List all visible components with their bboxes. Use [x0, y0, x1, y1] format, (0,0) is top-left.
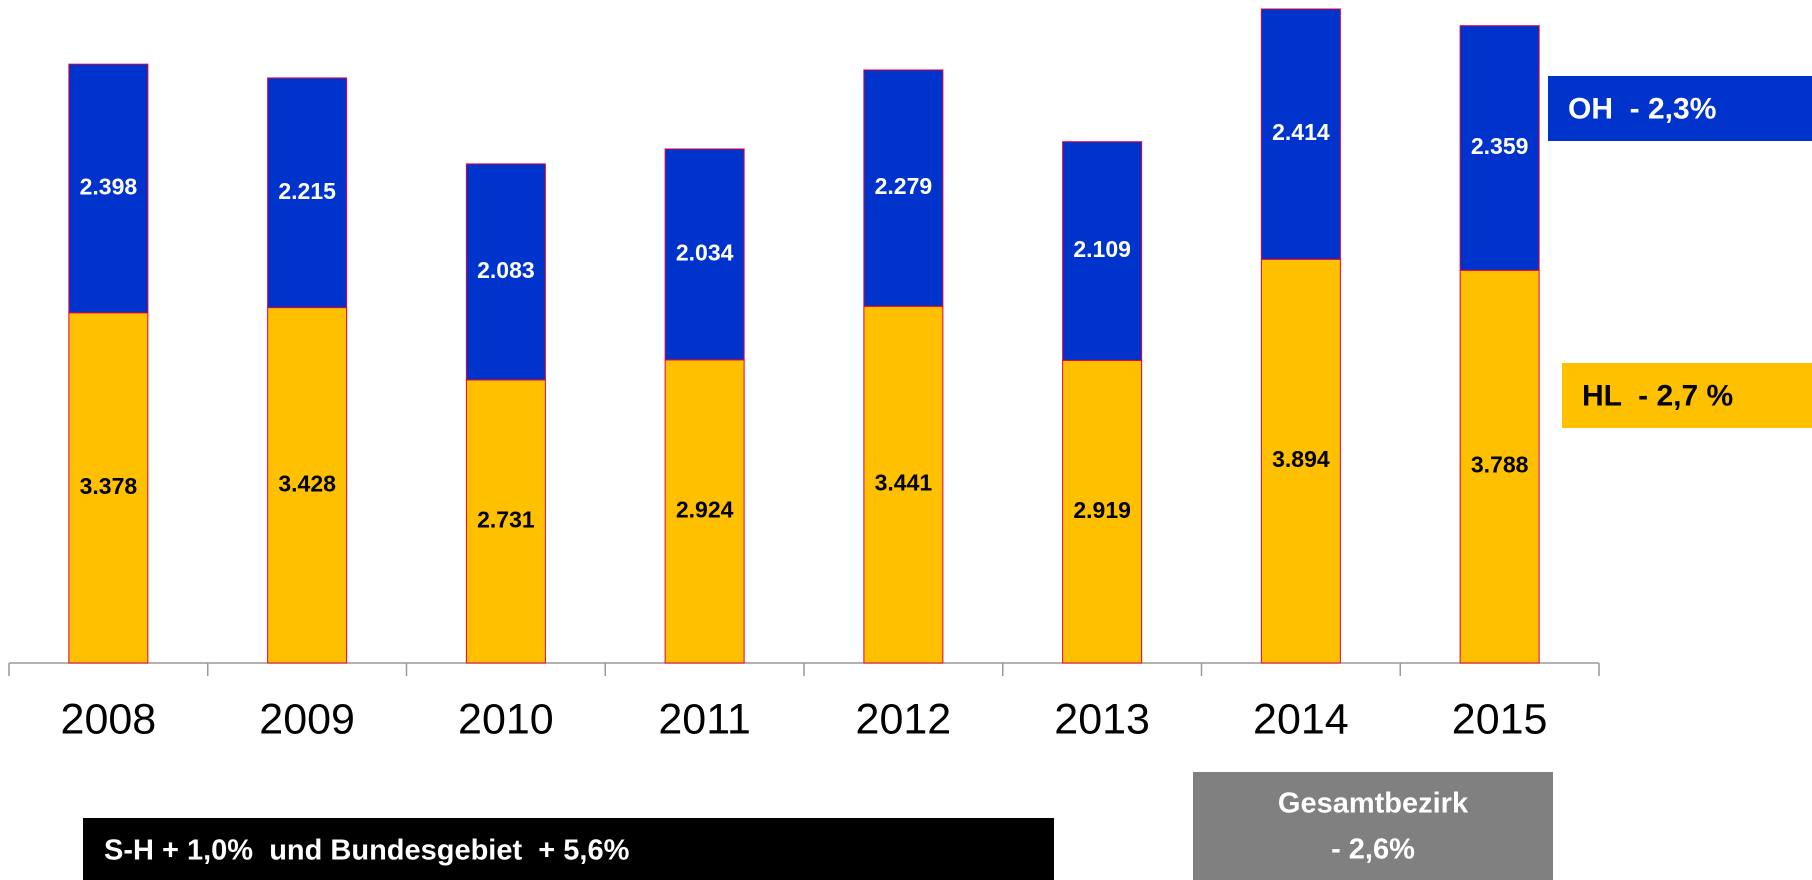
data-label: 3.441 [875, 470, 933, 496]
legend-swatch [1548, 76, 1812, 141]
bar-segment [267, 77, 348, 309]
data-label: 3.788 [1471, 452, 1529, 478]
x-tick-label: 2011 [658, 695, 750, 743]
bar-segment [1459, 25, 1540, 271]
bar-segment [68, 312, 149, 664]
bar-segment [68, 63, 149, 314]
bar-segment [465, 163, 546, 381]
bar-segment [465, 379, 546, 664]
x-tick-label: 2015 [1452, 695, 1548, 743]
bar-segment [1062, 141, 1143, 361]
x-tick-label: 2009 [259, 695, 355, 743]
data-label: 2.034 [676, 239, 734, 265]
x-tick-label: 2014 [1253, 695, 1349, 743]
data-label: 3.428 [278, 470, 336, 496]
bar-segment [863, 305, 944, 664]
data-label: 3.894 [1272, 446, 1330, 472]
bar-segment [664, 148, 745, 361]
x-tick-label: 2012 [856, 695, 952, 743]
bar-segment [664, 359, 745, 664]
bar-segment [267, 307, 348, 664]
bar-segment [1062, 359, 1143, 664]
data-label: 2.731 [477, 507, 535, 533]
data-label: 2.919 [1073, 497, 1131, 523]
total-box [1193, 772, 1553, 880]
legend-swatch [1562, 363, 1812, 428]
data-label: 2.359 [1471, 133, 1529, 159]
data-label: 2.083 [477, 257, 535, 283]
data-label: 2.924 [676, 497, 734, 523]
legend-label: OH - 2,3% [1568, 92, 1716, 125]
bar-segment [863, 69, 944, 307]
data-label: 3.378 [80, 473, 138, 499]
bar-segment [1260, 258, 1341, 664]
annotation: S-H + 1,0% und Bundesgebiet + 5,6% [104, 835, 630, 867]
data-label: 2.215 [278, 178, 336, 204]
data-label: 2.398 [80, 174, 138, 200]
legend-label: HL - 2,7 % [1582, 379, 1733, 412]
x-tick-label: 2008 [61, 695, 157, 743]
x-tick-label: 2013 [1054, 695, 1150, 743]
annotation: - 2,6% [1331, 834, 1415, 866]
annotation: Gesamtbezirk [1278, 788, 1469, 820]
data-label: 2.109 [1073, 236, 1131, 262]
data-label: 2.279 [875, 173, 933, 199]
bar-segment [1459, 269, 1540, 664]
data-label: 2.414 [1272, 119, 1330, 145]
x-tick-label: 2010 [458, 695, 554, 743]
note-box [83, 818, 1054, 880]
bar-segment [1260, 8, 1341, 260]
